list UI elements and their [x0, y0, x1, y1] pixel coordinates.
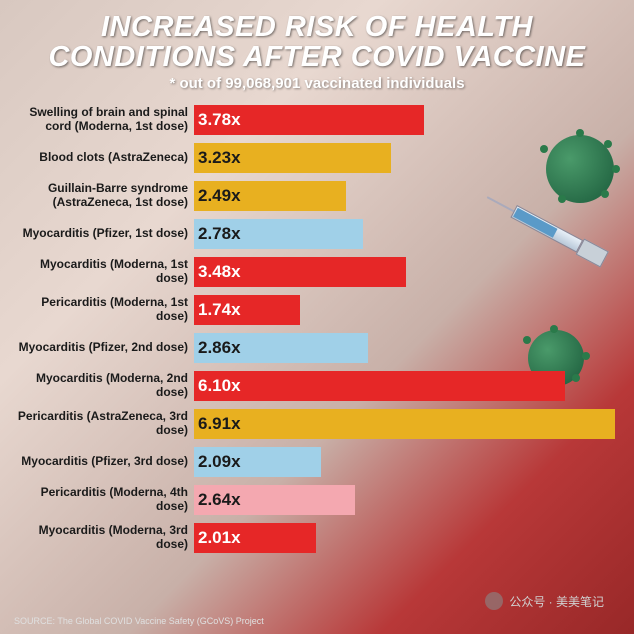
chart-title: INCREASED RISK OF HEALTH CONDITIONS AFTE… — [14, 12, 620, 73]
bar-value: 2.01x — [198, 528, 241, 548]
bar-label: Myocarditis (Moderna, 1st dose) — [14, 258, 194, 286]
chart-row: Myocarditis (Moderna, 1st dose)3.48x — [14, 254, 620, 290]
bar-area: 3.48x — [194, 257, 620, 287]
bar: 2.49x — [194, 181, 346, 211]
bar: 3.78x — [194, 105, 424, 135]
bar-area: 2.01x — [194, 523, 620, 553]
bar-value: 3.78x — [198, 110, 241, 130]
bar-label: Blood clots (AstraZeneca) — [14, 151, 194, 165]
chart-container: INCREASED RISK OF HEALTH CONDITIONS AFTE… — [0, 0, 634, 634]
chart-row: Myocarditis (Moderna, 3rd dose)2.01x — [14, 520, 620, 556]
chart-row: Myocarditis (Moderna, 2nd dose)6.10x — [14, 368, 620, 404]
bar-area: 2.49x — [194, 181, 620, 211]
bar-value: 2.78x — [198, 224, 241, 244]
bar-value: 3.48x — [198, 262, 241, 282]
bar-value: 2.49x — [198, 186, 241, 206]
bar: 2.01x — [194, 523, 316, 553]
bar-label: Myocarditis (Moderna, 2nd dose) — [14, 372, 194, 400]
chart-row: Myocarditis (Pfizer, 2nd dose) 2.86x — [14, 330, 620, 366]
title-line-1: INCREASED RISK OF HEALTH — [101, 11, 533, 43]
bar-chart: Swelling of brain and spinal cord (Moder… — [14, 102, 620, 610]
bar: 2.86x — [194, 333, 368, 363]
chart-row: Pericarditis (AstraZeneca, 3rd dose)6.91… — [14, 406, 620, 442]
bar-value: 3.23x — [198, 148, 241, 168]
chart-row: Pericarditis (Moderna, 4th dose)2.64x — [14, 482, 620, 518]
bar-label: Myocarditis (Pfizer, 2nd dose) — [14, 341, 194, 355]
bar: 6.10x — [194, 371, 565, 401]
chart-subtitle: * out of 99,068,901 vaccinated individua… — [14, 75, 620, 92]
bar-area: 3.78x — [194, 105, 620, 135]
bar-value: 2.64x — [198, 490, 241, 510]
bar-area: 1.74x — [194, 295, 620, 325]
bar-value: 6.10x — [198, 376, 241, 396]
chart-row: Myocarditis (Pfizer, 3rd dose) 2.09x — [14, 444, 620, 480]
bar-area: 6.91x — [194, 409, 620, 439]
bar-area: 2.64x — [194, 485, 620, 515]
bar: 1.74x — [194, 295, 300, 325]
bar: 3.48x — [194, 257, 406, 287]
title-line-2: CONDITIONS AFTER COVID VACCINE — [48, 41, 585, 73]
bar-label: Myocarditis (Pfizer, 3rd dose) — [14, 455, 194, 469]
watermark: 公众号 · 美美笔记 — [485, 592, 604, 610]
bar-label: Pericarditis (AstraZeneca, 3rd dose) — [14, 410, 194, 438]
bar-label: Myocarditis (Moderna, 3rd dose) — [14, 524, 194, 552]
chart-row: Blood clots (AstraZeneca) 3.23x — [14, 140, 620, 176]
chart-row: Myocarditis (Pfizer, 1st dose) 2.78x — [14, 216, 620, 252]
bar-area: 2.86x — [194, 333, 620, 363]
chart-row: Guillain-Barre syndrome (AstraZeneca, 1s… — [14, 178, 620, 214]
bar-value: 6.91x — [198, 414, 241, 434]
bar-area: 3.23x — [194, 143, 620, 173]
bar-value: 1.74x — [198, 300, 241, 320]
bar-area: 6.10x — [194, 371, 620, 401]
bar-value: 2.86x — [198, 338, 241, 358]
bar: 2.09x — [194, 447, 321, 477]
bar-label: Myocarditis (Pfizer, 1st dose) — [14, 227, 194, 241]
bar-label: Pericarditis (Moderna, 4th dose) — [14, 486, 194, 514]
bar-area: 2.09x — [194, 447, 620, 477]
bar: 3.23x — [194, 143, 391, 173]
bar-label: Guillain-Barre syndrome (AstraZeneca, 1s… — [14, 182, 194, 210]
bar: 6.91x — [194, 409, 615, 439]
chart-row: Swelling of brain and spinal cord (Moder… — [14, 102, 620, 138]
bar-area: 2.78x — [194, 219, 620, 249]
chart-row: Pericarditis (Moderna, 1st dose)1.74x — [14, 292, 620, 328]
bar-label: Swelling of brain and spinal cord (Moder… — [14, 106, 194, 134]
bar-label: Pericarditis (Moderna, 1st dose) — [14, 296, 194, 324]
watermark-text: 公众号 · 美美笔记 — [509, 593, 604, 610]
bar-value: 2.09x — [198, 452, 241, 472]
source-text: SOURCE: The Global COVID Vaccine Safety … — [14, 616, 620, 626]
wechat-icon — [485, 592, 503, 610]
bar: 2.78x — [194, 219, 363, 249]
bar: 2.64x — [194, 485, 355, 515]
